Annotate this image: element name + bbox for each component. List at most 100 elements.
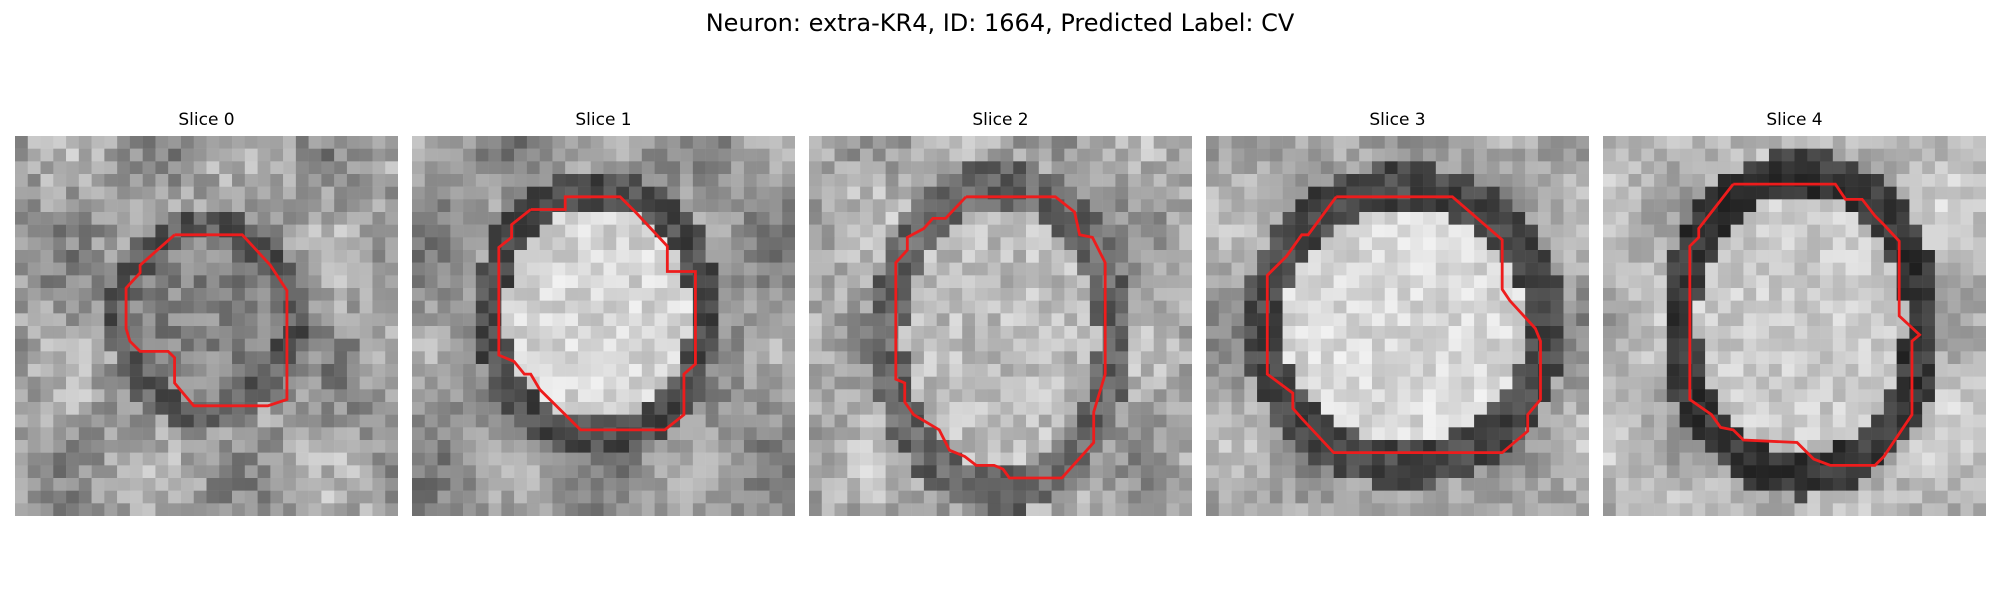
pixel (1102, 427, 1116, 441)
pixel (270, 427, 284, 441)
pixel (1410, 326, 1424, 339)
pixel (526, 490, 540, 504)
pixel (1295, 376, 1309, 390)
pixel (705, 402, 719, 415)
pixel (27, 212, 41, 225)
pixel (756, 288, 770, 301)
pixel (1282, 300, 1296, 314)
pixel (1269, 262, 1283, 276)
pixel (1845, 224, 1859, 238)
pixel (232, 212, 246, 225)
pixel (1282, 174, 1296, 187)
pixel (1486, 414, 1500, 428)
pixel (769, 452, 783, 466)
pixel (219, 351, 233, 365)
pixel (1641, 161, 1655, 175)
pixel (539, 300, 553, 314)
pixel (501, 275, 515, 289)
pixel (603, 452, 617, 466)
pixel (1845, 440, 1859, 453)
pixel (1295, 212, 1309, 225)
pixel (372, 288, 386, 301)
pixel (488, 427, 502, 441)
pixel (1077, 351, 1091, 365)
pixel (731, 224, 745, 238)
pixel (1576, 161, 1589, 175)
slice-2-image (809, 136, 1192, 516)
pixel (1000, 490, 1014, 504)
pixel (782, 364, 795, 377)
pixel (847, 503, 861, 516)
pixel (1077, 465, 1091, 479)
pixel (1320, 237, 1334, 251)
pixel (641, 250, 655, 263)
pixel (1807, 351, 1821, 365)
pixel (1858, 440, 1872, 453)
pixel (53, 237, 67, 251)
pixel (1845, 465, 1859, 479)
pixel (1077, 161, 1091, 175)
pixel (1257, 199, 1271, 213)
pixel (974, 237, 988, 251)
pixel (834, 326, 848, 339)
pixel (539, 490, 553, 504)
pixel (809, 440, 823, 453)
pixel (385, 224, 398, 238)
pixel (15, 402, 29, 415)
pixel (1140, 389, 1154, 403)
pixel (244, 262, 258, 276)
pixel (168, 288, 182, 301)
pixel (1628, 262, 1642, 276)
pixel (155, 262, 169, 276)
pixel (847, 478, 861, 491)
pixel (78, 338, 92, 352)
pixel (117, 212, 131, 225)
pixel (1077, 262, 1091, 276)
pixel (1448, 148, 1462, 162)
pixel (1166, 490, 1180, 504)
pixel (1282, 224, 1296, 238)
pixel (1423, 136, 1437, 149)
pixel (257, 186, 271, 200)
pixel (1140, 174, 1154, 187)
pixel (1397, 465, 1411, 479)
pixel (654, 364, 668, 377)
pixel (1115, 503, 1129, 516)
pixel (450, 414, 464, 428)
pixel (1461, 465, 1475, 479)
pixel (834, 452, 848, 466)
pixel (1922, 161, 1936, 175)
pixel (1486, 338, 1500, 352)
pixel (1820, 161, 1834, 175)
pixel (1768, 237, 1782, 251)
pixel (847, 250, 861, 263)
pixel (193, 262, 207, 276)
pixel (782, 338, 795, 352)
pixel (526, 161, 540, 175)
pixel (1448, 414, 1462, 428)
pixel (1269, 364, 1283, 377)
pixel (321, 313, 335, 327)
pixel (501, 148, 515, 162)
pixel (987, 503, 1001, 516)
pixel (1603, 199, 1617, 213)
pixel (334, 490, 348, 504)
pixel (743, 148, 757, 162)
pixel (1537, 300, 1551, 314)
pixel (463, 364, 477, 377)
pixel (1960, 414, 1974, 428)
pixel (1026, 414, 1040, 428)
pixel (1115, 288, 1129, 301)
pixel (1077, 414, 1091, 428)
pixel (346, 148, 360, 162)
pixel (308, 376, 322, 390)
pixel (680, 275, 694, 289)
pixel (1461, 376, 1475, 390)
pixel (1628, 212, 1642, 225)
pixel (987, 326, 1001, 339)
pixel (1384, 427, 1398, 441)
pixel (565, 199, 579, 213)
pixel (283, 313, 297, 327)
pixel (1333, 465, 1347, 479)
pixel (1896, 351, 1910, 365)
